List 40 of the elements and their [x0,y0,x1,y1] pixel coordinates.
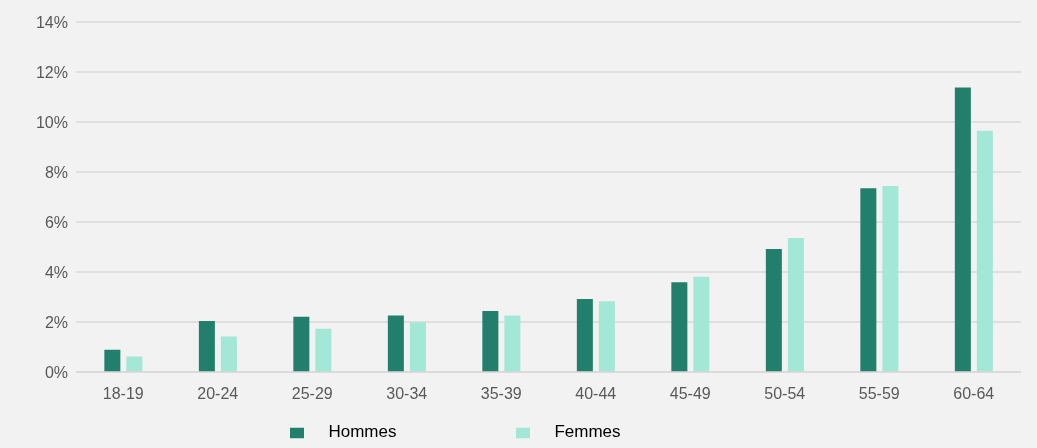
x-tick-label: 60-64 [953,385,995,403]
y-tick-label: 2% [44,313,68,331]
bar [765,249,782,372]
bar [409,322,426,372]
x-tick-label: 18-19 [102,385,144,403]
x-tick-label: 30-34 [386,385,428,403]
bar [882,186,899,372]
x-tick-label: 20-24 [197,385,239,403]
bar [787,238,804,372]
x-tick-label: 35-39 [480,385,522,403]
legend-label: Femmes [554,422,621,441]
y-tick-label: 8% [44,163,68,181]
bar [293,316,310,372]
x-tick-label: 25-29 [291,385,333,403]
legend-label: Hommes [328,422,397,441]
bar [504,315,521,372]
y-tick-label: 6% [44,213,68,231]
x-tick-label: 55-59 [858,385,900,403]
y-tick-label: 12% [35,63,68,81]
bar [198,321,215,372]
bar [387,315,404,372]
bar [126,356,143,372]
bar [482,311,499,372]
y-tick-label: 4% [44,263,68,281]
x-tick-label: 50-54 [764,385,806,403]
bar [315,328,332,372]
x-tick-label: 45-49 [669,385,711,403]
bar [954,87,971,372]
y-tick-label: 10% [35,113,68,131]
y-tick-label: 0% [44,363,68,381]
bar [976,130,993,372]
bar [598,301,615,372]
bar [693,276,710,372]
bar [220,336,237,372]
bar [671,282,688,372]
bar [860,188,877,372]
x-tick-label: 40-44 [575,385,617,403]
bar [576,299,593,372]
y-tick-label: 14% [35,13,68,31]
bar [104,349,121,372]
